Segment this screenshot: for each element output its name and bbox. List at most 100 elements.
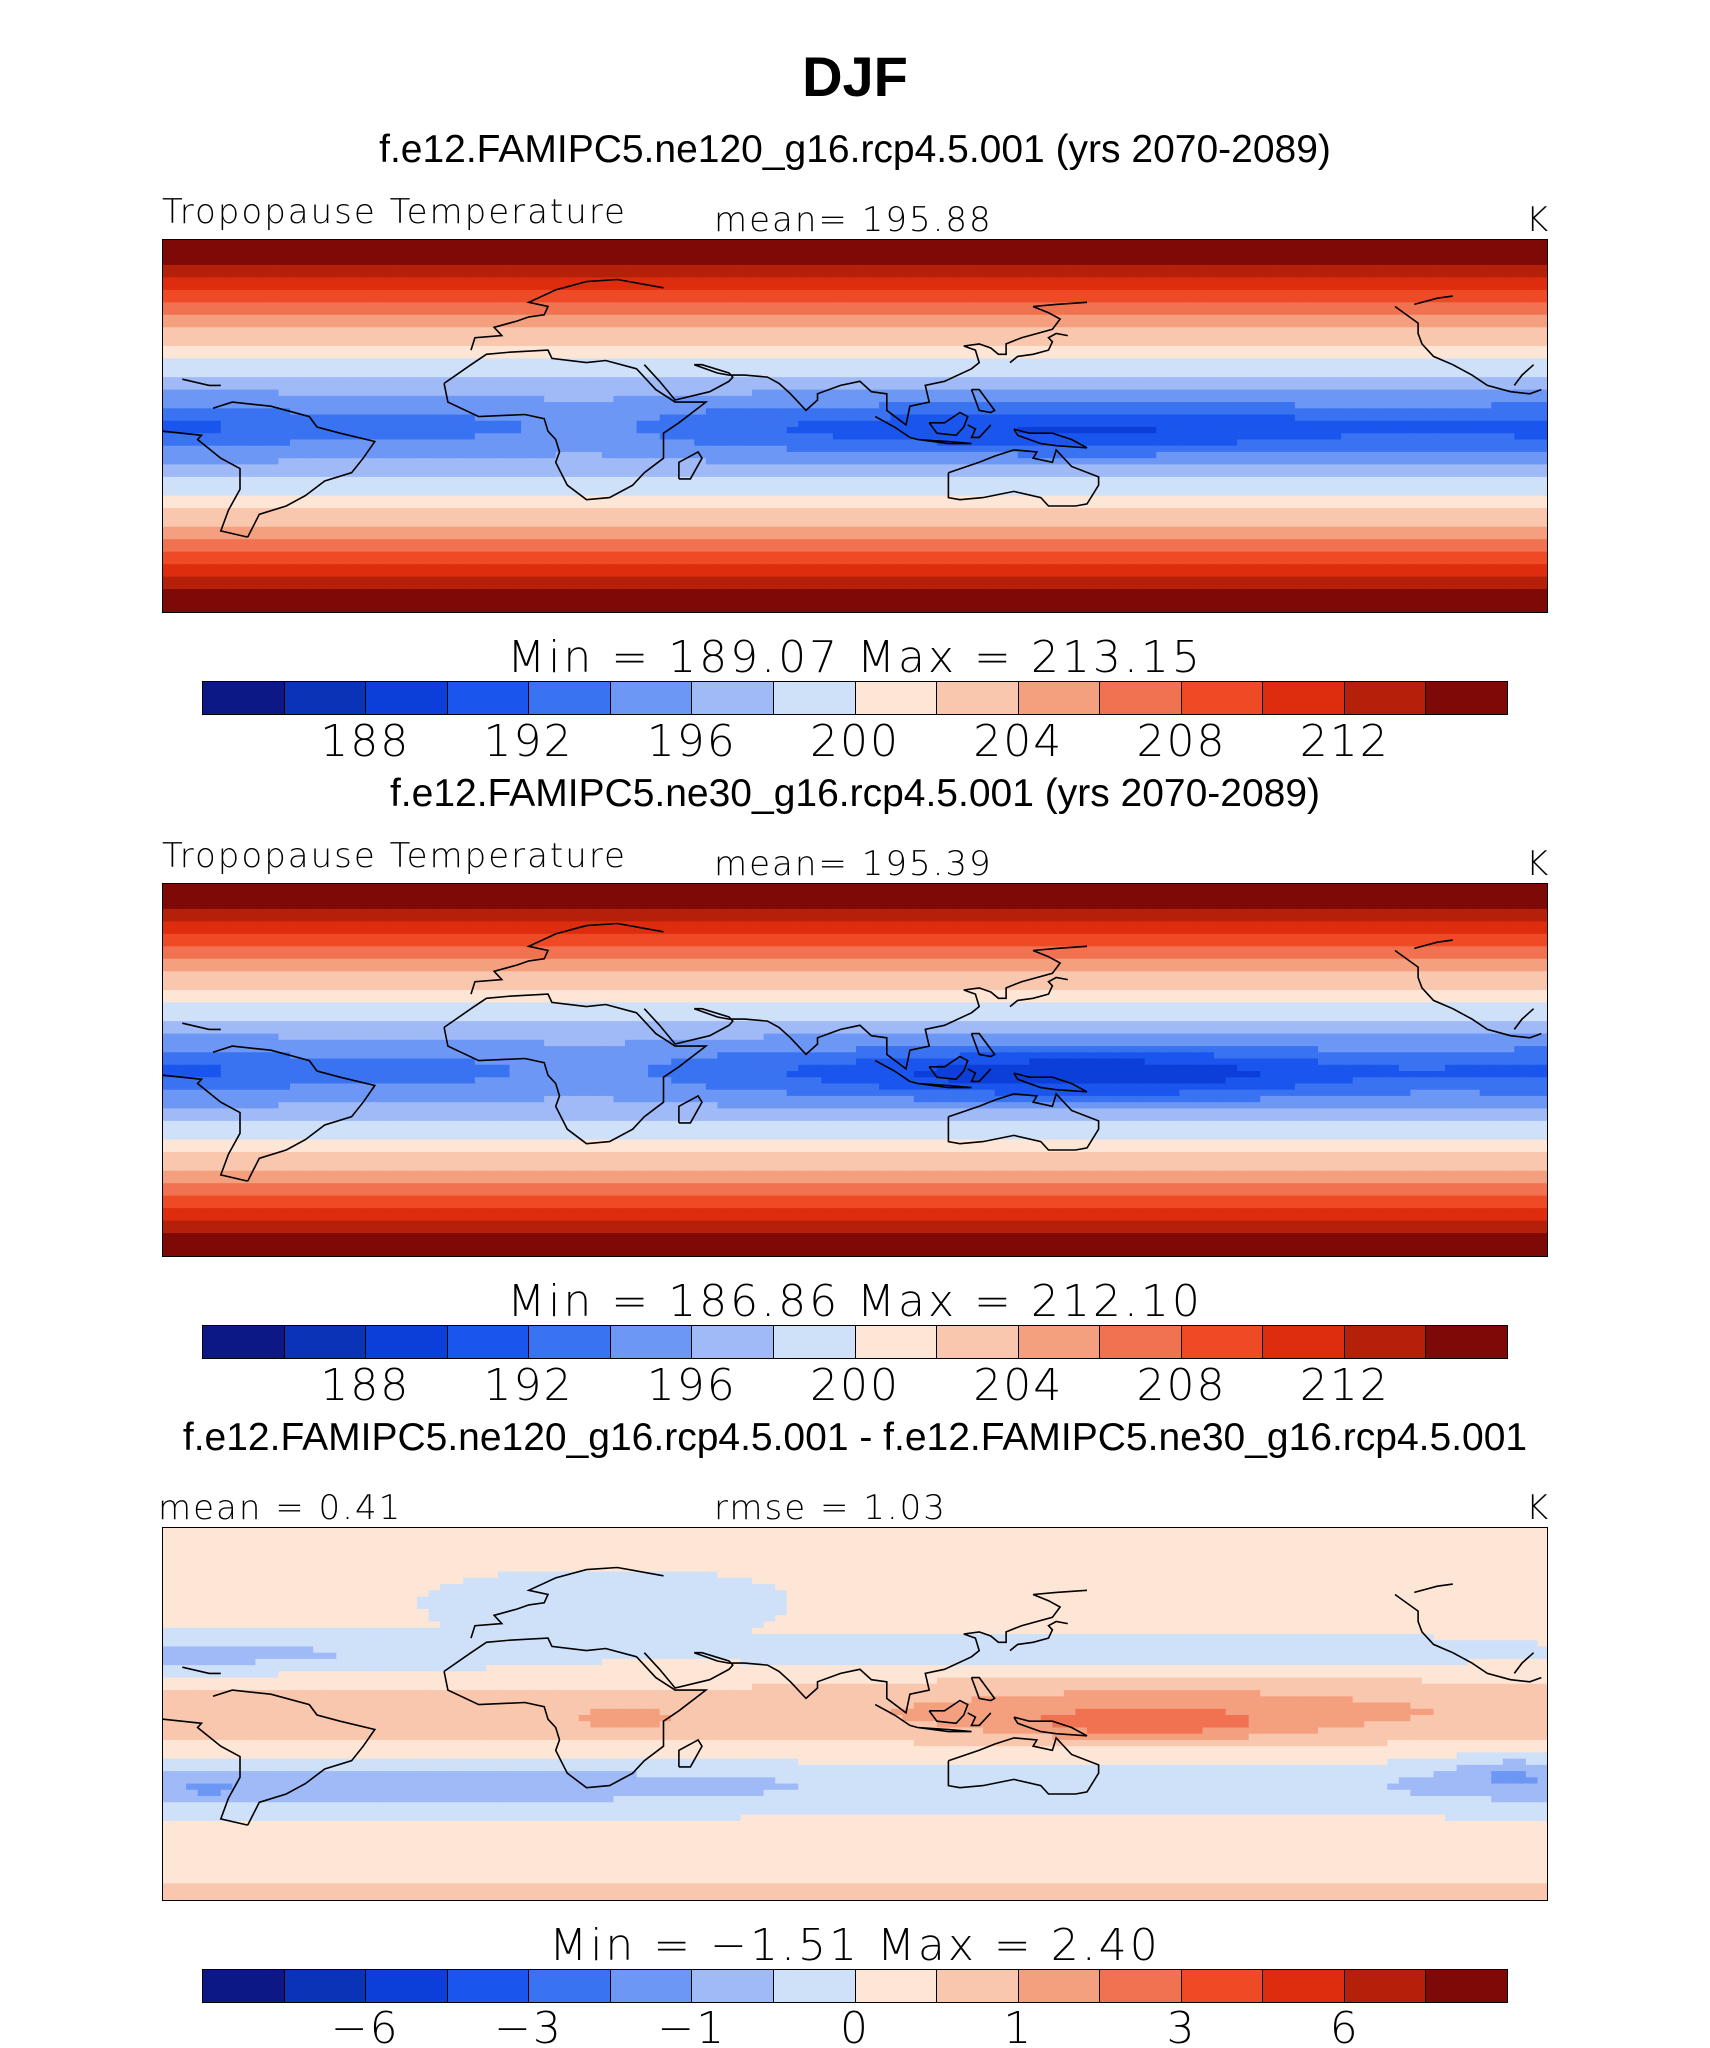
- colorbar-swatch: [1181, 682, 1264, 714]
- panel-3-map: [162, 1527, 1548, 1901]
- colorbar-swatch: [855, 682, 938, 714]
- colorbar-swatch: [1263, 1970, 1345, 2002]
- colorbar-swatch: [1426, 682, 1507, 714]
- colorbar-swatch: [1426, 1970, 1507, 2002]
- panel-1-colorbar-ticks: 188 192 196 200 204 208 212: [0, 716, 1710, 776]
- panel-3-mean-label: mean = 0.41: [158, 1488, 402, 1528]
- colorbar-swatch: [203, 1970, 285, 2002]
- colorbar-swatch: [773, 682, 856, 714]
- colorbar-swatch: [1100, 1326, 1182, 1358]
- colorbar-tick-label: −6: [331, 2003, 400, 2048]
- colorbar-tick-label: 208: [1137, 1360, 1227, 1411]
- colorbar-swatch: [1344, 1326, 1427, 1358]
- panel-3-rmse-label: rmse = 1.03: [714, 1488, 947, 1528]
- coastlines: [163, 278, 1542, 538]
- panel-3-colorbar: [202, 1969, 1508, 2003]
- colorbar-tick-label: 212: [1300, 1360, 1390, 1411]
- colorbar-swatch: [692, 682, 774, 714]
- colorbar-tick-label: 196: [647, 716, 737, 767]
- panel-1-run-title: f.e12.FAMIPC5.ne120_g16.rcp4.5.001 (yrs …: [0, 128, 1710, 172]
- panel-1-minmax-label: Min = 189.07 Max = 213.15: [0, 632, 1710, 683]
- colorbar-swatch: [1181, 1326, 1264, 1358]
- colorbar-tick-label: 188: [320, 1360, 410, 1411]
- colorbar-swatch: [1263, 682, 1345, 714]
- colorbar-swatch: [1018, 1970, 1101, 2002]
- colorbar-tick-label: 200: [810, 716, 900, 767]
- panel-2-variable-label: Tropopause Temperature: [162, 836, 627, 876]
- panel-2-minmax-label: Min = 186.86 Max = 212.10: [0, 1276, 1710, 1327]
- colorbar-swatch: [203, 682, 285, 714]
- panel-2-colorbar: [202, 1325, 1508, 1359]
- panel-1-map: [162, 239, 1548, 613]
- colorbar-swatch: [937, 1326, 1019, 1358]
- panel-2-map: [162, 883, 1548, 1257]
- coastlines: [163, 1566, 1542, 1826]
- colorbar-swatch: [529, 682, 611, 714]
- colorbar-swatch: [692, 1326, 774, 1358]
- colorbar-swatch: [1100, 682, 1182, 714]
- panel-1-units-label: K: [1526, 200, 1550, 240]
- colorbar-swatch: [610, 1970, 693, 2002]
- colorbar-swatch: [773, 1970, 856, 2002]
- colorbar-swatch: [937, 682, 1019, 714]
- colorbar-swatch: [1426, 1326, 1507, 1358]
- colorbar-tick-label: −1: [657, 2003, 726, 2048]
- colorbar-tick-label: −3: [494, 2003, 563, 2048]
- colorbar-swatch: [1018, 682, 1101, 714]
- colorbar-tick-label: 196: [647, 1360, 737, 1411]
- colorbar-swatch: [610, 1326, 693, 1358]
- colorbar-swatch: [1100, 1970, 1182, 2002]
- panel-2-units-label: K: [1526, 844, 1550, 884]
- panel-1-colorbar: [202, 681, 1508, 715]
- panel-2-colorbar-ticks: 188 192 196 200 204 208 212: [0, 1360, 1710, 1420]
- colorbar-swatch: [284, 1326, 367, 1358]
- colorbar-tick-label: 188: [320, 716, 410, 767]
- colorbar-swatch: [366, 1326, 448, 1358]
- colorbar-swatch: [366, 1970, 448, 2002]
- field-contours: [163, 240, 1547, 612]
- panel-2-mean-label: mean= 195.39: [714, 844, 993, 884]
- colorbar-swatch: [447, 1326, 530, 1358]
- panel-3-minmax-label: Min = −1.51 Max = 2.40: [0, 1920, 1710, 1971]
- colorbar-tick-label: 192: [484, 716, 574, 767]
- panel-1-mean-label: mean= 195.88: [714, 200, 993, 240]
- panel-2-run-title: f.e12.FAMIPC5.ne30_g16.rcp4.5.001 (yrs 2…: [0, 772, 1710, 816]
- colorbar-tick-label: 192: [484, 1360, 574, 1411]
- colorbar-swatch: [284, 1970, 367, 2002]
- colorbar-swatch: [529, 1326, 611, 1358]
- colorbar-tick-label: 6: [1330, 2003, 1360, 2048]
- panel-3-run-title: f.e12.FAMIPC5.ne120_g16.rcp4.5.001 - f.e…: [0, 1416, 1710, 1460]
- colorbar-tick-label: 200: [810, 1360, 900, 1411]
- panel-3-colorbar-ticks: −6 −3 −1 0 1 3 6: [0, 2003, 1710, 2048]
- field-contours: [163, 884, 1547, 1256]
- colorbar-tick-label: 212: [1300, 716, 1390, 767]
- colorbar-swatch: [1263, 1326, 1345, 1358]
- colorbar-tick-label: 208: [1137, 716, 1227, 767]
- colorbar-tick-label: 204: [973, 1360, 1063, 1411]
- colorbar-swatch: [1018, 1326, 1101, 1358]
- colorbar-swatch: [447, 1970, 530, 2002]
- colorbar-swatch: [366, 682, 448, 714]
- colorbar-swatch: [773, 1326, 856, 1358]
- colorbar-swatch: [203, 1326, 285, 1358]
- colorbar-swatch: [1181, 1970, 1264, 2002]
- colorbar-swatch: [447, 682, 530, 714]
- colorbar-tick-label: 204: [973, 716, 1063, 767]
- figure-title: DJF: [0, 44, 1710, 109]
- colorbar-swatch: [1344, 682, 1427, 714]
- colorbar-swatch: [1344, 1970, 1427, 2002]
- panel-3-units-label: K: [1526, 1488, 1550, 1528]
- coastlines: [163, 922, 1542, 1182]
- colorbar-swatch: [529, 1970, 611, 2002]
- colorbar-tick-label: 3: [1167, 2003, 1197, 2048]
- colorbar-swatch: [284, 682, 367, 714]
- colorbar-tick-label: 0: [840, 2003, 870, 2048]
- field-contours: [163, 1528, 1547, 1900]
- colorbar-swatch: [692, 1970, 774, 2002]
- colorbar-swatch: [855, 1970, 938, 2002]
- panel-1-variable-label: Tropopause Temperature: [162, 192, 627, 232]
- colorbar-swatch: [855, 1326, 938, 1358]
- colorbar-swatch: [937, 1970, 1019, 2002]
- colorbar-swatch: [610, 682, 693, 714]
- colorbar-tick-label: 1: [1003, 2003, 1033, 2048]
